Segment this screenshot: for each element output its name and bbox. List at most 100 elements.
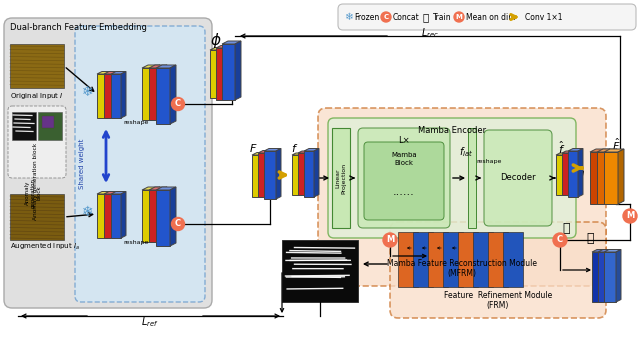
Polygon shape (156, 187, 176, 190)
Text: $f$: $f$ (291, 142, 299, 154)
Polygon shape (604, 149, 624, 152)
Bar (398, 232, 418, 287)
Bar (413, 232, 433, 287)
Bar (488, 232, 508, 287)
Polygon shape (107, 72, 112, 118)
Polygon shape (298, 151, 311, 153)
Text: Augmented Input $I_a$: Augmented Input $I_a$ (10, 242, 80, 252)
Bar (556, 155, 565, 195)
FancyBboxPatch shape (364, 142, 444, 220)
Polygon shape (221, 47, 226, 98)
Bar (104, 74, 114, 118)
Polygon shape (598, 250, 615, 252)
Polygon shape (252, 152, 267, 155)
Polygon shape (616, 250, 621, 302)
Polygon shape (114, 192, 119, 238)
Polygon shape (276, 148, 281, 199)
Text: Dual-branch Feature Embedding: Dual-branch Feature Embedding (10, 22, 147, 31)
Bar (468, 128, 476, 228)
Polygon shape (604, 149, 610, 204)
Bar (10, 194, 64, 240)
Bar (568, 151, 578, 197)
FancyBboxPatch shape (390, 222, 606, 318)
Text: reshape: reshape (123, 240, 148, 245)
Bar (597, 152, 611, 204)
Polygon shape (210, 47, 226, 50)
Text: Train: Train (433, 12, 452, 21)
Polygon shape (568, 148, 583, 151)
Polygon shape (262, 152, 267, 197)
Text: L×: L× (398, 136, 410, 145)
Text: C: C (383, 14, 388, 20)
Text: $\hat{f}$: $\hat{f}$ (558, 140, 566, 156)
Polygon shape (154, 187, 160, 242)
Bar (292, 155, 301, 195)
Polygon shape (154, 65, 160, 120)
Polygon shape (301, 153, 305, 195)
Bar (332, 128, 350, 228)
Text: $L_{rec}$: $L_{rec}$ (421, 26, 439, 40)
Circle shape (623, 209, 637, 223)
FancyBboxPatch shape (4, 18, 212, 308)
Bar (142, 68, 154, 120)
Polygon shape (610, 250, 615, 302)
Polygon shape (618, 149, 624, 204)
Text: C: C (175, 220, 181, 229)
Circle shape (383, 233, 397, 247)
Bar (304, 151, 314, 197)
Polygon shape (149, 65, 167, 68)
Text: Linear
Projection: Linear Projection (335, 162, 346, 194)
Polygon shape (114, 72, 119, 118)
Text: Frozen: Frozen (354, 12, 380, 21)
Text: C: C (175, 99, 181, 109)
Text: $F$: $F$ (249, 142, 257, 154)
Polygon shape (292, 153, 305, 155)
Polygon shape (170, 65, 176, 124)
Polygon shape (597, 149, 617, 152)
Bar (97, 194, 107, 238)
Bar (592, 252, 604, 302)
Text: 🔥: 🔥 (563, 221, 570, 235)
Bar (298, 153, 307, 195)
Polygon shape (611, 149, 617, 204)
Polygon shape (216, 46, 232, 48)
Text: $f_{lat}$: $f_{lat}$ (459, 145, 473, 159)
Bar (156, 190, 170, 246)
Text: 🔥: 🔥 (423, 12, 429, 22)
Text: Block: Block (394, 160, 413, 166)
Bar (562, 153, 571, 195)
Polygon shape (97, 192, 112, 194)
Bar (97, 74, 107, 118)
Text: $L_{ref}$: $L_{ref}$ (141, 315, 159, 329)
Circle shape (172, 98, 184, 110)
Bar (149, 190, 161, 242)
Circle shape (172, 218, 184, 230)
Polygon shape (156, 65, 176, 68)
Bar (222, 44, 235, 100)
Text: Feature  Refinement Module
(FRM): Feature Refinement Module (FRM) (444, 290, 552, 310)
Polygon shape (104, 192, 119, 194)
FancyBboxPatch shape (358, 128, 450, 228)
Text: ❄: ❄ (82, 205, 94, 219)
Polygon shape (121, 72, 126, 118)
Polygon shape (592, 250, 609, 252)
Text: Decoder: Decoder (500, 173, 536, 183)
Polygon shape (142, 187, 160, 190)
Text: C: C (557, 236, 563, 245)
Polygon shape (562, 151, 575, 153)
Bar (590, 152, 604, 204)
Text: Mamba: Mamba (391, 152, 417, 158)
Circle shape (454, 12, 464, 22)
FancyBboxPatch shape (328, 118, 576, 238)
Text: M: M (626, 211, 634, 220)
Text: reshape: reshape (123, 120, 148, 125)
Polygon shape (590, 149, 610, 152)
Polygon shape (604, 250, 609, 302)
Polygon shape (170, 187, 176, 246)
Polygon shape (104, 72, 119, 74)
Text: Concat: Concat (393, 12, 420, 21)
Text: $\hat{F}$: $\hat{F}$ (612, 137, 620, 153)
Text: Mean on dim: Mean on dim (466, 12, 516, 21)
Bar (604, 252, 616, 302)
Bar (428, 232, 448, 287)
